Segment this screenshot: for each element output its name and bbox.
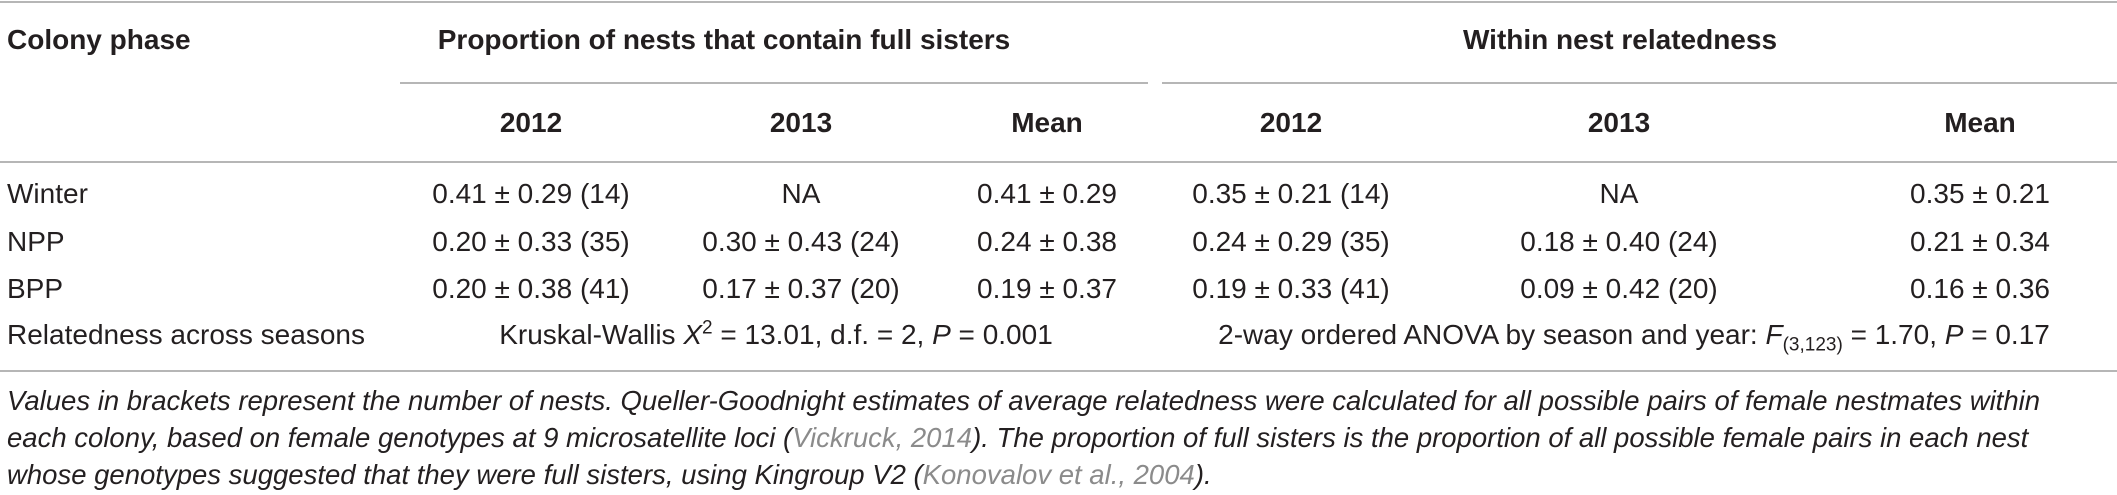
table-footnote: Values in brackets represent the number … [7,385,2041,490]
anova-result: 2-way ordered ANOVA by season and year: … [1218,319,2050,356]
table-cell: 0.24 ± 0.38 [977,226,1117,257]
citation-link[interactable]: Vickruck, 2014 [792,422,973,453]
relatedness-group-header: Within nest relatedness [1462,24,1778,55]
table-bottom-rule [0,370,2117,372]
table-cell: 0.18 ± 0.40 (24) [1520,226,1718,257]
group2-rule [1162,82,2117,84]
stats-row-label: Relatedness across seasons [7,319,365,350]
row-label: BPP [7,273,64,304]
colony-phase-header: Colony phase [7,24,191,55]
row-label: Winter [7,178,88,209]
top-rule [0,1,2117,3]
row-label: NPP [7,226,65,257]
table-cell: 0.41 ± 0.29 [977,178,1117,209]
kruskal-wallis-result: Kruskal-Wallis X2 = 13.01, d.f. = 2, P =… [499,317,1053,350]
table-cell: 0.20 ± 0.33 (35) [432,226,630,257]
table-cell: 0.20 ± 0.38 (41) [432,273,630,304]
table-cell: 0.30 ± 0.43 (24) [702,226,900,257]
table-cell: 0.19 ± 0.33 (41) [1192,273,1390,304]
table-cell: 0.16 ± 0.36 [1910,273,2050,304]
table-cell: 0.41 ± 0.29 (14) [432,178,630,209]
table-cell: 0.19 ± 0.37 [977,273,1117,304]
year-header: Mean [1011,107,1083,138]
year-header: 2013 [1587,107,1651,138]
table-cell: 0.35 ± 0.21 [1910,178,2050,209]
table-cell: 0.21 ± 0.34 [1910,226,2050,257]
year-header: 2012 [1259,107,1323,138]
header-bottom-rule [0,161,2117,163]
year-header: Mean [1944,107,2016,138]
year-header: 2013 [769,107,833,138]
year-header: 2012 [499,107,563,138]
table-cell: 0.24 ± 0.29 (35) [1192,226,1390,257]
citation-link[interactable]: Konovalov et al., 2004 [922,459,1195,490]
table-cell: 0.35 ± 0.21 (14) [1192,178,1390,209]
full-sisters-group-header: Proportion of nests that contain full si… [437,24,1011,55]
table-cell: NA [781,178,821,209]
table-cell: 0.17 ± 0.37 (20) [702,273,900,304]
table-cell: NA [1599,178,1639,209]
table-cell: 0.09 ± 0.42 (20) [1520,273,1718,304]
group1-rule [400,82,1148,84]
